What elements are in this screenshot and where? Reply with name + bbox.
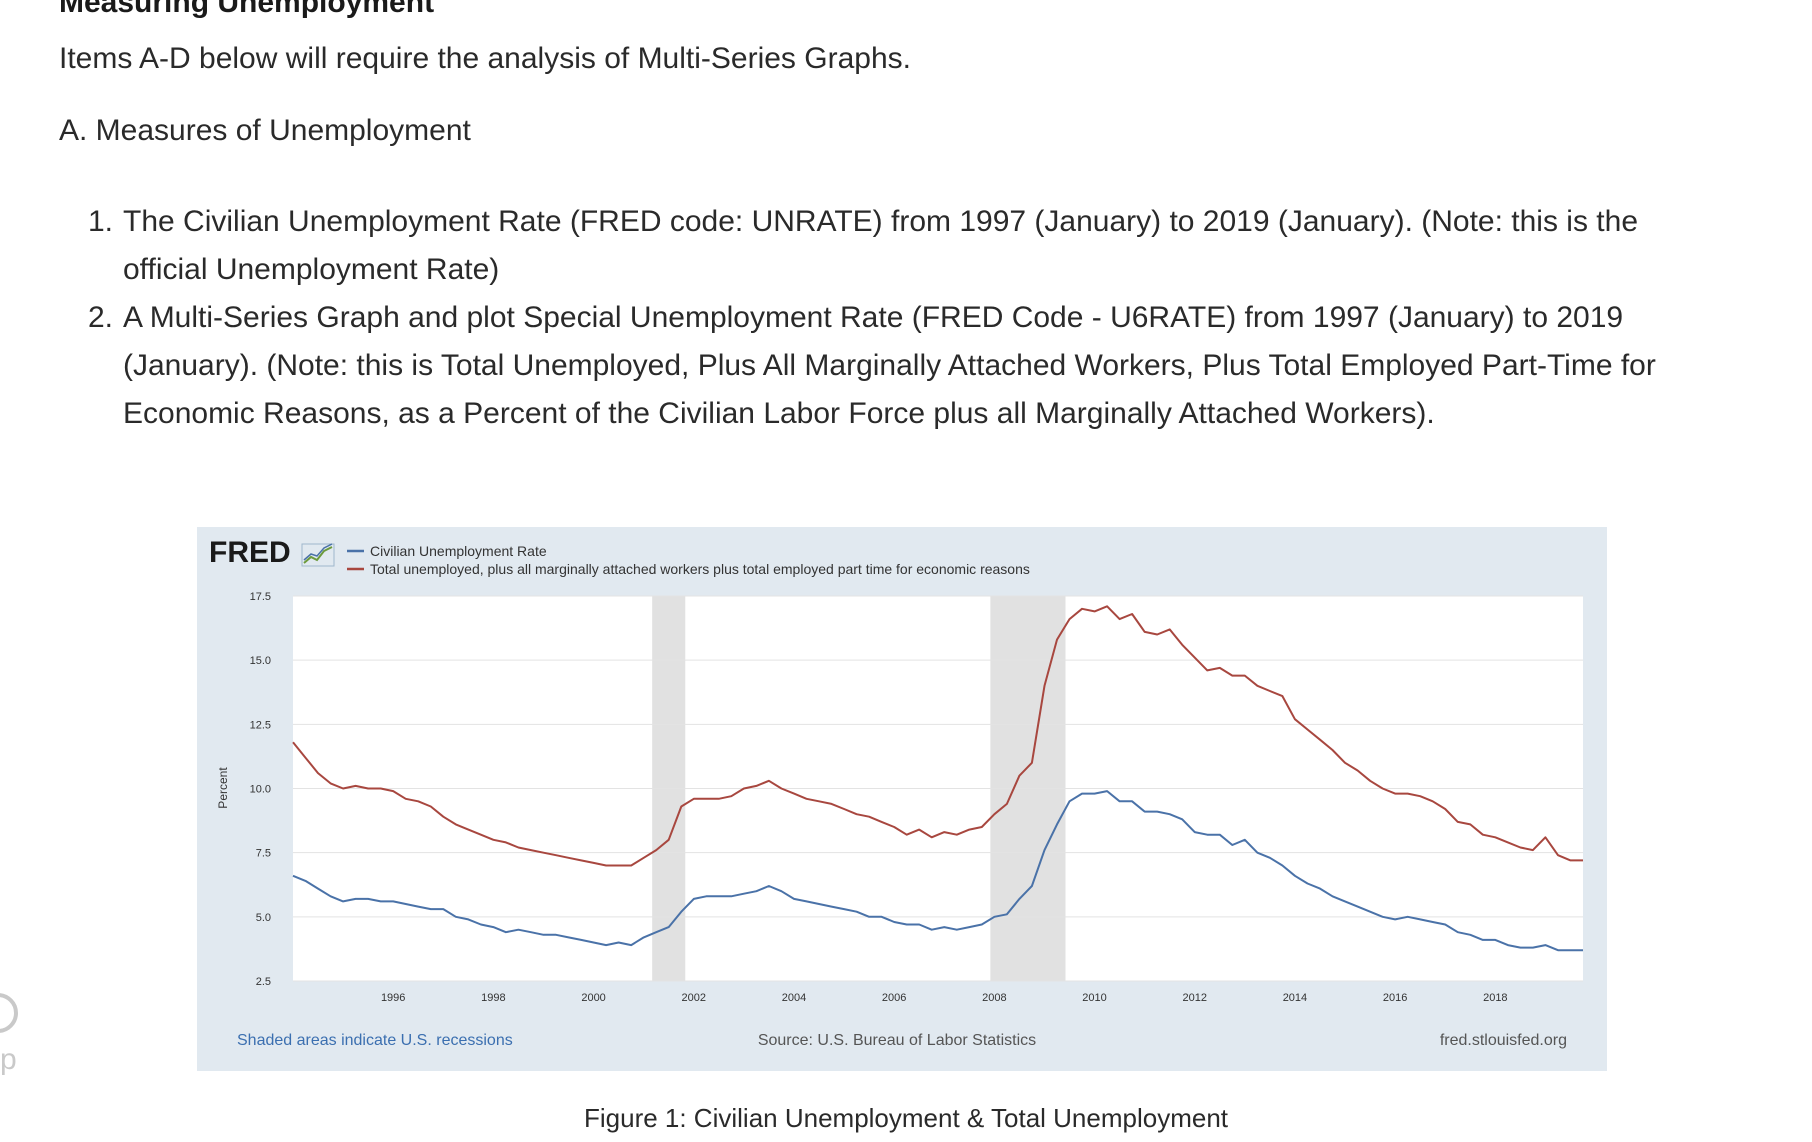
x-tick-label: 1998 [481,992,505,1004]
recession-note-link[interactable]: Shaded areas indicate U.S. recessions [237,1032,513,1049]
y-tick-label: 12.5 [250,719,271,731]
x-tick-label: 1996 [381,992,405,1004]
x-tick-label: 2002 [682,992,706,1004]
list-item-number: 1. [88,205,114,238]
gridlines [293,595,1583,982]
intro-text: Items A-D below will require the analysi… [59,42,911,75]
y-tick-label: 15.0 [250,655,271,667]
legend-label-unrate: Civilian Unemployment Rate [370,543,547,559]
y-tick-label: 10.0 [250,784,271,796]
legend-label-u6rate: Total unemployed, plus all marginally at… [370,561,1030,577]
y-tick-label: 17.5 [250,591,271,603]
fred-site-link[interactable]: fred.stlouisfed.org [1440,1032,1567,1049]
fred-logo: FRED [209,536,291,569]
chart-legend: Civilian Unemployment Rate Total unemplo… [347,543,1030,577]
subsection-title: A. Measures of Unemployment [59,114,471,147]
fred-chart: FRED Civilian Unemployment Rate Total un… [209,536,1583,1049]
y-tick-label: 7.5 [256,848,271,860]
x-tick-label: 2012 [1183,992,1207,1004]
x-tick-label: 2006 [882,992,906,1004]
list-item: 2. A Multi-Series Graph and plot Special… [88,294,1708,438]
x-tick-label: 2014 [1283,992,1307,1004]
fred-logo-graph-icon [301,543,335,567]
x-tick-label: 2016 [1383,992,1407,1004]
x-tick-label: 2010 [1082,992,1106,1004]
side-letter: p [0,1043,17,1076]
list-item-text: The Civilian Unemployment Rate (FRED cod… [123,205,1639,286]
x-tick-label: 2004 [782,992,806,1004]
y-axis-label: Percent [216,767,230,809]
source-note: Source: U.S. Bureau of Labor Statistics [758,1032,1036,1049]
section-title: Measuring Unemployment [59,0,435,19]
side-circle-icon [0,993,18,1033]
y-axis-ticks: 17.5 15.0 12.5 10.0 7.5 5.0 2.5 [250,591,271,988]
y-tick-label: 2.5 [256,976,271,988]
fred-chart-figure: FRED Civilian Unemployment Rate Total un… [197,527,1607,1071]
x-tick-label: 2000 [581,992,605,1004]
instruction-list: 1. The Civilian Unemployment Rate (FRED … [88,198,1708,438]
series-lines [292,605,1583,952]
series-line-unrate [292,790,1583,952]
list-item-text: A Multi-Series Graph and plot Special Un… [123,301,1656,430]
x-tick-label: 2018 [1483,992,1507,1004]
series-line-u6rate [292,605,1583,867]
x-tick-label: 2008 [982,992,1006,1004]
list-item-number: 2. [88,301,114,334]
x-axis-ticks: 1996 1998 2000 2002 2004 2006 2008 2010 2012 2014… [381,992,1508,1004]
y-tick-label: 5.0 [256,912,271,924]
list-item: 1. The Civilian Unemployment Rate (FRED … [88,198,1708,294]
figure-caption: Figure 1: Civilian Unemployment & Total … [583,1103,1229,1133]
